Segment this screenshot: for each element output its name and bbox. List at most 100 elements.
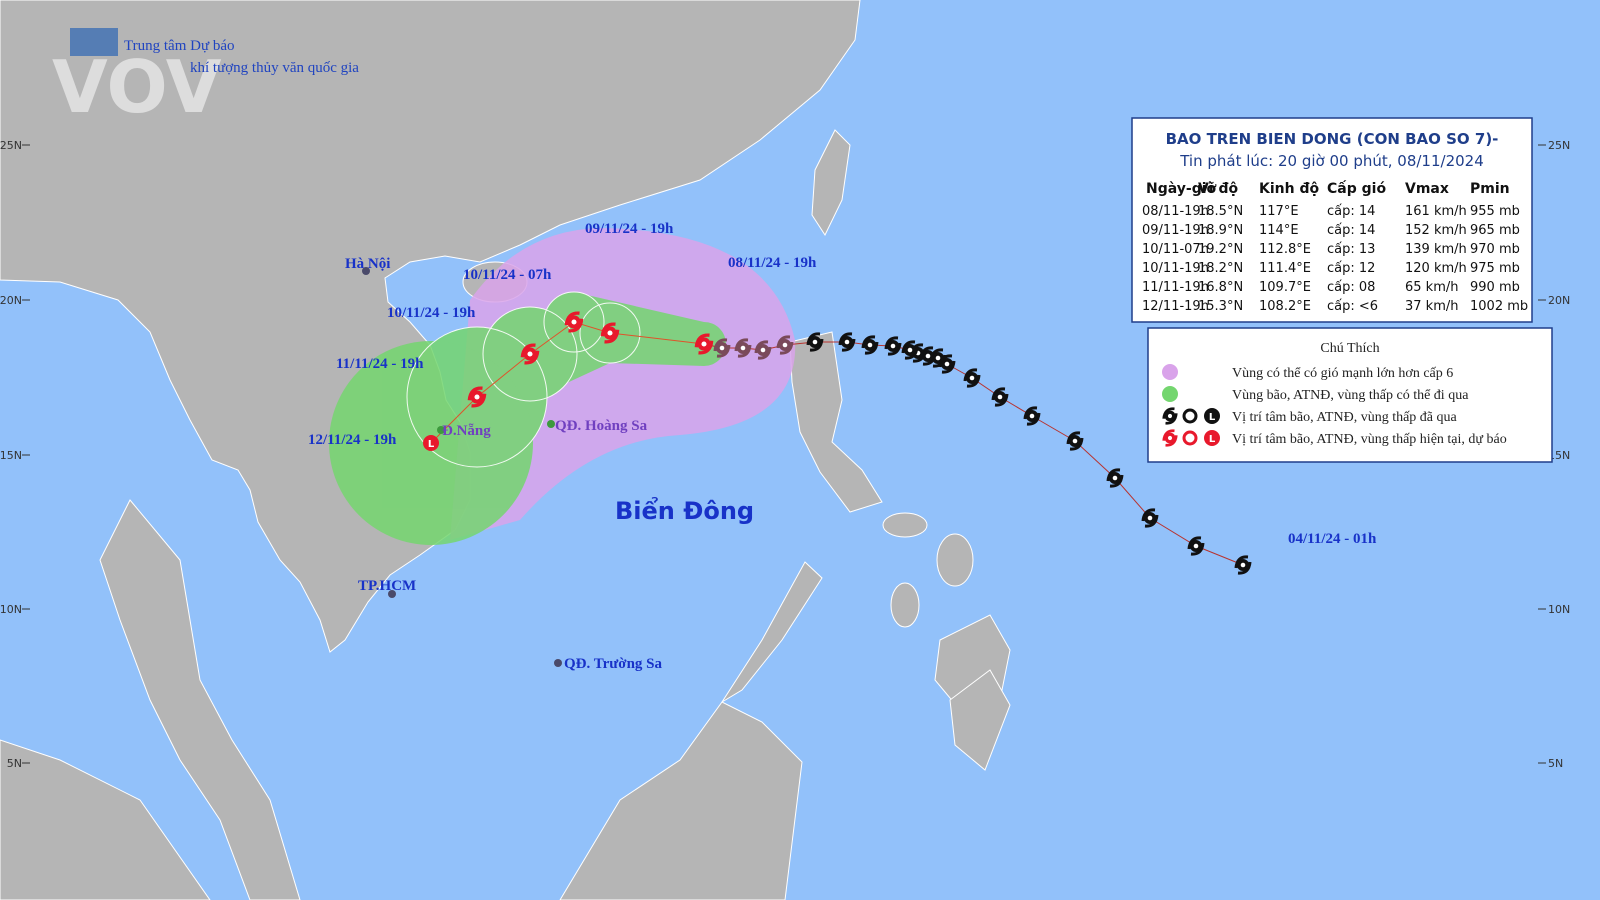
legend-title: Chú Thích [1320, 341, 1379, 356]
storm-symbol [1106, 468, 1124, 488]
table-cell: 18.9°N [1198, 223, 1243, 238]
storm-tail [1023, 406, 1041, 426]
storm-center [760, 347, 766, 353]
table-cell: 965 mb [1470, 223, 1520, 238]
legend-item: Vùng có thể có gió mạnh lớn hơn cấp 6 [1232, 366, 1453, 381]
storm-tail [1162, 407, 1178, 425]
table-cell: 108.2°E [1259, 299, 1311, 314]
storm-symbol [1141, 508, 1159, 528]
storm-tail [734, 338, 752, 358]
sulawesi [949, 669, 1011, 771]
table-cell: cấp: 14 [1327, 223, 1375, 238]
table-header: Vmax [1405, 181, 1449, 197]
place-label: Đ.Nẵng [442, 423, 491, 439]
place-dot [547, 420, 555, 428]
forecast-circle [543, 291, 605, 353]
lat-label: 25N [0, 139, 22, 152]
bulletin-box [1131, 117, 1533, 323]
low-symbol [423, 435, 439, 451]
storm-symbol [520, 343, 540, 365]
track-label: 12/11/24 - 19h [308, 432, 397, 448]
table-cell: 112.8°E [1259, 242, 1311, 257]
place-label: Hà Nội [345, 256, 390, 272]
watermark: VOV [52, 45, 222, 129]
storm-symbol [600, 322, 620, 344]
storm-tail [1234, 555, 1252, 575]
table-cell: 109.7°E [1259, 280, 1311, 295]
table-cell: 955 mb [1470, 204, 1520, 219]
storm-tail [884, 336, 902, 356]
table-cell: cấp: <6 [1327, 299, 1378, 314]
storm-tail [467, 386, 487, 408]
wind-zone [450, 228, 796, 540]
storm-tail [1187, 536, 1205, 556]
storm-tail [1106, 468, 1124, 488]
org-line-1: Trung tâm Dự báo [124, 38, 235, 54]
table-cell: 65 km/h [1405, 280, 1459, 295]
storm-center [527, 351, 533, 357]
table-cell: 16.8°N [1198, 280, 1243, 295]
table-cell: 1002 mb [1470, 299, 1528, 314]
storm-center [1029, 413, 1035, 419]
forecast-circle [406, 326, 548, 468]
storm-symbol [861, 335, 879, 355]
storm-center [1147, 515, 1153, 521]
table-header: Cấp gió [1327, 180, 1386, 197]
storm-symbol [1023, 406, 1041, 426]
table-cell: 111.4°E [1259, 261, 1311, 276]
legend-swatch [1162, 386, 1178, 402]
storm-center [890, 343, 896, 349]
storm-tail [564, 311, 584, 333]
table-cell: 19.2°N [1198, 242, 1243, 257]
storm-center [812, 339, 818, 345]
lat-label: 20N [0, 294, 22, 307]
storm-center [1167, 413, 1173, 419]
storm-center [907, 347, 913, 353]
table-header: Ngày-giờ [1146, 181, 1217, 197]
table-cell: 18.5°N [1198, 204, 1243, 219]
table-cell: 11/11-19h [1142, 280, 1209, 295]
borneo [559, 701, 803, 900]
table-cell: 12/11-19h [1142, 299, 1209, 314]
storm-tail [1162, 429, 1178, 447]
storm-symbol [754, 340, 772, 360]
storm-center [701, 341, 707, 347]
table-cell: 152 km/h [1405, 223, 1467, 238]
bulletin-title: BAO TREN BIEN DONG (CON BAO SO 7)- [1166, 130, 1499, 148]
low-symbol [1204, 408, 1220, 424]
island [936, 533, 974, 587]
storm-tail [754, 340, 772, 360]
storm-center [1167, 435, 1173, 441]
table-cell: 114°E [1259, 223, 1299, 238]
logo-icon [70, 28, 118, 56]
storm-symbol [694, 333, 714, 355]
storm-symbol [467, 386, 487, 408]
track-label: 10/11/24 - 19h [387, 305, 476, 321]
storm-symbol [991, 387, 1009, 407]
legend: Chú Thích Vùng có thể có gió mạnh lớn hơn… [1147, 327, 1553, 463]
low-symbol [1204, 430, 1220, 446]
table-cell: 18.2°N [1198, 261, 1243, 276]
taiwan [811, 129, 851, 237]
table-cell: cấp: 08 [1327, 280, 1375, 295]
table-cell: 975 mb [1470, 261, 1520, 276]
forecast-circle [579, 302, 641, 364]
lat-label: 15N [1548, 449, 1570, 462]
storm-tail [838, 332, 856, 352]
table-header: Vĩ độ [1198, 181, 1239, 197]
storm-tail [694, 333, 714, 355]
table-cell: cấp: 13 [1327, 242, 1375, 257]
storm-center [867, 342, 873, 348]
lat-label: 5N [1548, 757, 1563, 770]
table-cell: 08/11-19h [1142, 204, 1209, 219]
storm-symbol [1234, 555, 1252, 575]
table-header: Kinh độ [1259, 181, 1319, 197]
storm-center [474, 394, 480, 400]
legend-ring [1182, 408, 1198, 424]
table-cell: 139 km/h [1405, 242, 1467, 257]
lat-label: 10N [0, 603, 22, 616]
table-header: Pmin [1470, 181, 1510, 197]
storm-tail [1141, 508, 1159, 528]
island [882, 512, 928, 538]
